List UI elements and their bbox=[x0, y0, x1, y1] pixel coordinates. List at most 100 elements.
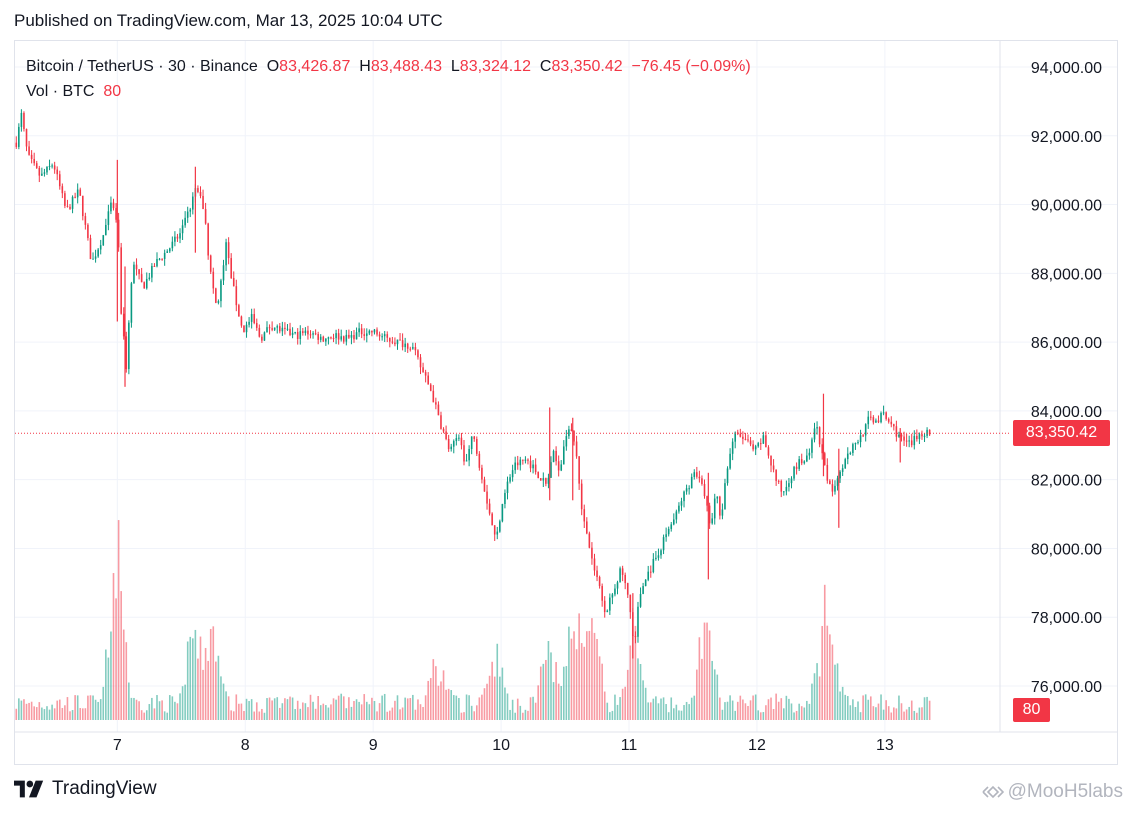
volume-bar bbox=[926, 696, 928, 720]
volume-bar bbox=[335, 699, 337, 720]
volume-bar bbox=[386, 711, 389, 720]
candle-body bbox=[872, 417, 875, 423]
volume-bar bbox=[670, 697, 673, 720]
candle-body bbox=[864, 424, 867, 436]
y-tick-label: 92,000.00 bbox=[1031, 129, 1102, 146]
candle-body bbox=[770, 455, 772, 466]
candle-body bbox=[793, 466, 795, 479]
candle-body bbox=[217, 301, 220, 303]
volume-bar bbox=[468, 695, 470, 720]
candle-body bbox=[606, 610, 609, 613]
candle-body bbox=[163, 252, 166, 259]
volume-bar bbox=[867, 699, 870, 720]
candle-body bbox=[212, 271, 215, 289]
candle-body bbox=[578, 456, 580, 484]
candle-body bbox=[757, 443, 760, 447]
candle-body bbox=[38, 167, 41, 176]
candle-body bbox=[452, 441, 455, 447]
volume-bar bbox=[555, 662, 557, 720]
volume-bar bbox=[64, 705, 66, 720]
volume-bar bbox=[222, 683, 225, 720]
candle-body bbox=[345, 334, 348, 342]
candle-body bbox=[266, 327, 268, 333]
candle-body bbox=[859, 435, 862, 443]
volume-bar bbox=[71, 710, 74, 720]
volume-bar bbox=[637, 658, 639, 720]
candle-body bbox=[110, 202, 112, 212]
candle-body bbox=[596, 570, 598, 578]
volume-bar bbox=[823, 584, 826, 720]
candle-body bbox=[621, 568, 624, 575]
volume-bar bbox=[614, 694, 616, 720]
volume-bar bbox=[783, 708, 785, 720]
volume-bar bbox=[207, 660, 209, 720]
volume-bar bbox=[603, 691, 606, 720]
candle-body bbox=[637, 606, 639, 637]
volume-bar bbox=[230, 710, 232, 720]
candle-body bbox=[450, 446, 453, 450]
candle-body bbox=[580, 483, 583, 510]
candle-body bbox=[281, 327, 284, 332]
candle-body bbox=[803, 461, 806, 464]
legend-open-label: O bbox=[266, 58, 280, 75]
volume-bar bbox=[112, 573, 115, 720]
candle-body bbox=[552, 450, 555, 463]
candle-body bbox=[204, 209, 207, 224]
volume-bar bbox=[788, 698, 790, 720]
volume-bar bbox=[609, 712, 611, 720]
candle-body bbox=[468, 449, 470, 461]
y-axis-labels: 94,000.00 92,000.00 90,000.00 88,000.00 86,0… bbox=[1031, 60, 1102, 696]
candle-body bbox=[759, 443, 762, 445]
tradingview-brand[interactable]: TradingView bbox=[14, 778, 157, 800]
volume-bar bbox=[481, 694, 483, 720]
candle-body bbox=[665, 534, 667, 538]
legend-volume-label: Vol · BTC bbox=[26, 83, 95, 100]
watermark-text: @MooH5labs bbox=[1007, 781, 1123, 802]
volume-bar bbox=[744, 703, 747, 720]
candle-body bbox=[537, 472, 540, 479]
volume-bar bbox=[808, 703, 811, 720]
candle-body bbox=[278, 326, 281, 332]
volume-bar bbox=[910, 700, 913, 720]
volume-bar bbox=[18, 698, 20, 720]
volume-bar bbox=[846, 696, 849, 720]
candle-body bbox=[734, 432, 737, 442]
candle-body bbox=[570, 429, 573, 432]
volume-bar bbox=[429, 678, 432, 720]
candle-body bbox=[816, 427, 818, 429]
candle-body bbox=[724, 483, 726, 510]
candle-body bbox=[125, 336, 128, 370]
candle-body bbox=[706, 496, 708, 506]
volume-bar bbox=[158, 701, 161, 720]
candle-body bbox=[337, 333, 340, 340]
volume-bar bbox=[869, 696, 872, 720]
candle-body bbox=[455, 438, 458, 442]
chart-frame[interactable] bbox=[14, 40, 1118, 765]
candle-body bbox=[470, 436, 473, 450]
volume-bar bbox=[588, 630, 591, 720]
volume-bar bbox=[133, 697, 135, 720]
volume-bar bbox=[836, 663, 839, 720]
volume-bar bbox=[115, 598, 117, 720]
candle-body bbox=[685, 488, 688, 492]
candle-body bbox=[432, 390, 435, 403]
candle-body bbox=[475, 438, 478, 454]
volume-bar bbox=[698, 637, 701, 720]
volume-bar bbox=[391, 707, 394, 720]
candle-body bbox=[373, 329, 376, 333]
candle-body bbox=[465, 460, 468, 462]
candle-body bbox=[846, 453, 849, 460]
candle-body bbox=[562, 446, 565, 465]
candle-body bbox=[135, 264, 138, 270]
volume-bar bbox=[550, 652, 552, 720]
candle-body bbox=[478, 453, 481, 468]
candle-body bbox=[516, 462, 519, 466]
volume-bar bbox=[649, 702, 652, 720]
volume-bar bbox=[307, 707, 309, 720]
candle-body bbox=[614, 588, 616, 595]
candle-body bbox=[176, 236, 179, 239]
volume-bar bbox=[642, 680, 644, 720]
candle-body bbox=[811, 439, 813, 453]
volume-bar bbox=[660, 698, 662, 720]
